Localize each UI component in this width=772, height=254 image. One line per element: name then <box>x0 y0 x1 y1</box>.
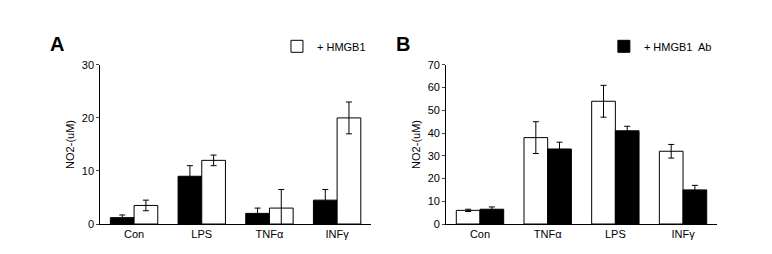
svg-text:30: 30 <box>82 59 94 71</box>
svg-text:70: 70 <box>428 59 440 71</box>
svg-text:INFγ: INFγ <box>326 228 350 240</box>
svg-text:30: 30 <box>428 150 440 162</box>
svg-text:10: 10 <box>82 165 94 177</box>
svg-text:+ HMGB1 Ab: + HMGB1 Ab <box>644 41 712 53</box>
svg-text:50: 50 <box>428 104 440 116</box>
svg-text:A: A <box>50 33 64 55</box>
svg-text:Con: Con <box>470 228 490 240</box>
svg-text:INFγ: INFγ <box>671 228 695 240</box>
svg-text:LPS: LPS <box>605 228 626 240</box>
svg-text:B: B <box>396 33 410 55</box>
svg-text:TNFα: TNFα <box>256 228 284 240</box>
svg-text:20: 20 <box>82 112 94 124</box>
svg-text:LPS: LPS <box>191 228 212 240</box>
svg-text:0: 0 <box>88 218 94 230</box>
svg-text:Con: Con <box>124 228 144 240</box>
svg-text:TNFα: TNFα <box>534 228 562 240</box>
svg-text:20: 20 <box>428 172 440 184</box>
svg-text:NO2-(uM): NO2-(uM) <box>64 120 76 169</box>
svg-text:0: 0 <box>434 218 440 230</box>
svg-text:NO2-(uM): NO2-(uM) <box>410 120 422 169</box>
svg-text:60: 60 <box>428 81 440 93</box>
svg-text:10: 10 <box>428 195 440 207</box>
svg-text:40: 40 <box>428 127 440 139</box>
svg-text:+ HMGB1: + HMGB1 <box>317 41 366 53</box>
